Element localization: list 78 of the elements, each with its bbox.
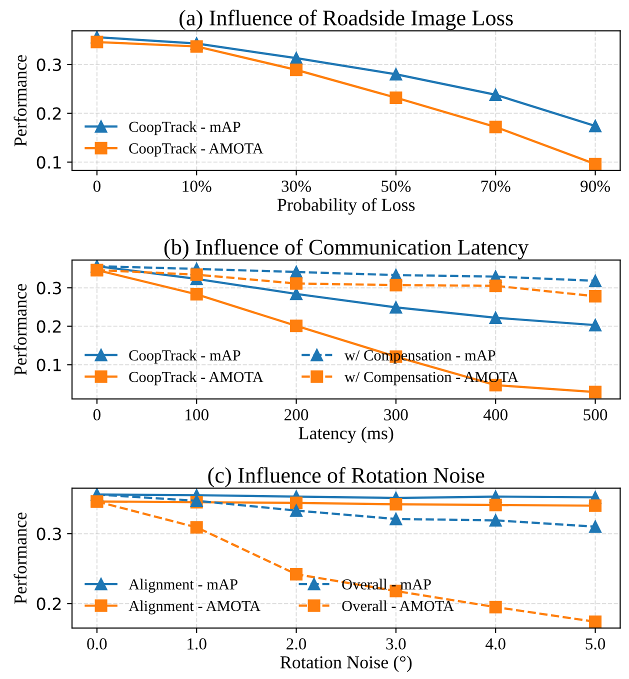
point bbox=[489, 120, 502, 134]
legend-label: CoopTrack - mAP bbox=[129, 350, 240, 364]
point bbox=[489, 498, 502, 512]
point bbox=[190, 268, 203, 281]
chart-title: (b) Influence of Communication Latency bbox=[164, 238, 529, 260]
point bbox=[589, 386, 602, 398]
point bbox=[390, 278, 402, 292]
point bbox=[390, 301, 402, 314]
point bbox=[489, 514, 502, 527]
point bbox=[290, 266, 303, 278]
point bbox=[390, 498, 402, 511]
x-tick-label: 300 bbox=[384, 409, 408, 420]
x-axis-title: Probability of Loss bbox=[277, 198, 415, 215]
point bbox=[190, 40, 203, 53]
x-tick-label: 100 bbox=[186, 409, 208, 420]
point bbox=[589, 499, 602, 512]
point bbox=[290, 320, 303, 332]
x-tick-label: 0 bbox=[93, 180, 100, 192]
y-axis-title: Performance bbox=[14, 55, 27, 146]
point bbox=[290, 504, 303, 517]
x-tick-label: 1.0 bbox=[188, 638, 206, 650]
chart-title: (c) Influence of Rotation Noise bbox=[208, 467, 484, 488]
legend-label: Overall - AMOTA bbox=[342, 600, 454, 612]
y-tick-label: 0.2 bbox=[36, 320, 61, 333]
x-tick-label: 400 bbox=[483, 409, 508, 420]
x-tick-label: 90% bbox=[580, 180, 610, 192]
point bbox=[290, 64, 303, 76]
legend-label: Alignment - mAP bbox=[128, 578, 238, 593]
point bbox=[190, 521, 203, 534]
x-tick-label: 4.0 bbox=[486, 638, 506, 650]
point bbox=[90, 36, 104, 48]
point bbox=[589, 290, 602, 302]
legend-label: CoopTrack - mAP bbox=[129, 121, 240, 136]
point bbox=[489, 280, 502, 292]
point bbox=[190, 288, 203, 301]
x-tick-label: 10% bbox=[182, 180, 212, 192]
point bbox=[589, 158, 602, 170]
y-tick-label: 0.1 bbox=[36, 358, 61, 372]
point bbox=[290, 568, 303, 580]
legend-label: CoopTrack - AMOTA bbox=[129, 371, 264, 386]
x-tick-label: 70% bbox=[481, 180, 510, 192]
y-tick-label: 0.2 bbox=[36, 107, 61, 120]
y-tick-label: 0.2 bbox=[36, 598, 61, 610]
x-axis-title: Latency (ms) bbox=[298, 426, 394, 444]
point bbox=[489, 88, 502, 102]
point bbox=[390, 584, 402, 598]
x-tick-label: 500 bbox=[584, 409, 608, 420]
chart-title: (a) Influence of Roadside Image Loss bbox=[180, 10, 513, 30]
point bbox=[290, 277, 303, 290]
point bbox=[589, 120, 602, 132]
y-axis-title: Performance bbox=[14, 284, 27, 376]
legend-label: Alignment - AMOTA bbox=[128, 600, 260, 614]
point bbox=[290, 496, 303, 510]
y-axis-title: Performance bbox=[14, 512, 27, 604]
point bbox=[589, 318, 602, 332]
x-tick-label: 5.0 bbox=[586, 638, 606, 650]
point bbox=[390, 512, 402, 526]
y-tick-label: 0.3 bbox=[36, 528, 61, 540]
x-tick-label: 30% bbox=[282, 180, 311, 192]
point bbox=[290, 52, 303, 64]
y-tick-label: 0.3 bbox=[36, 58, 61, 72]
y-tick-label: 0.3 bbox=[36, 282, 61, 294]
x-tick-label: 2.0 bbox=[286, 638, 306, 650]
x-axis-title: Rotation Noise (°) bbox=[280, 656, 412, 672]
x-tick-label: 200 bbox=[284, 409, 308, 420]
x-tick-label: 0 bbox=[93, 409, 100, 420]
point bbox=[589, 274, 602, 288]
point bbox=[489, 600, 502, 614]
y-tick-label: 0.1 bbox=[36, 156, 61, 169]
point bbox=[589, 520, 602, 533]
x-tick-label: 0.0 bbox=[87, 638, 107, 650]
legend-label: CoopTrack - AMOTA bbox=[129, 142, 264, 157]
x-tick-label: 50% bbox=[382, 180, 411, 192]
point bbox=[390, 68, 402, 81]
point bbox=[489, 312, 502, 324]
point bbox=[390, 91, 402, 104]
point bbox=[589, 616, 602, 628]
x-tick-label: 3.0 bbox=[386, 638, 406, 650]
